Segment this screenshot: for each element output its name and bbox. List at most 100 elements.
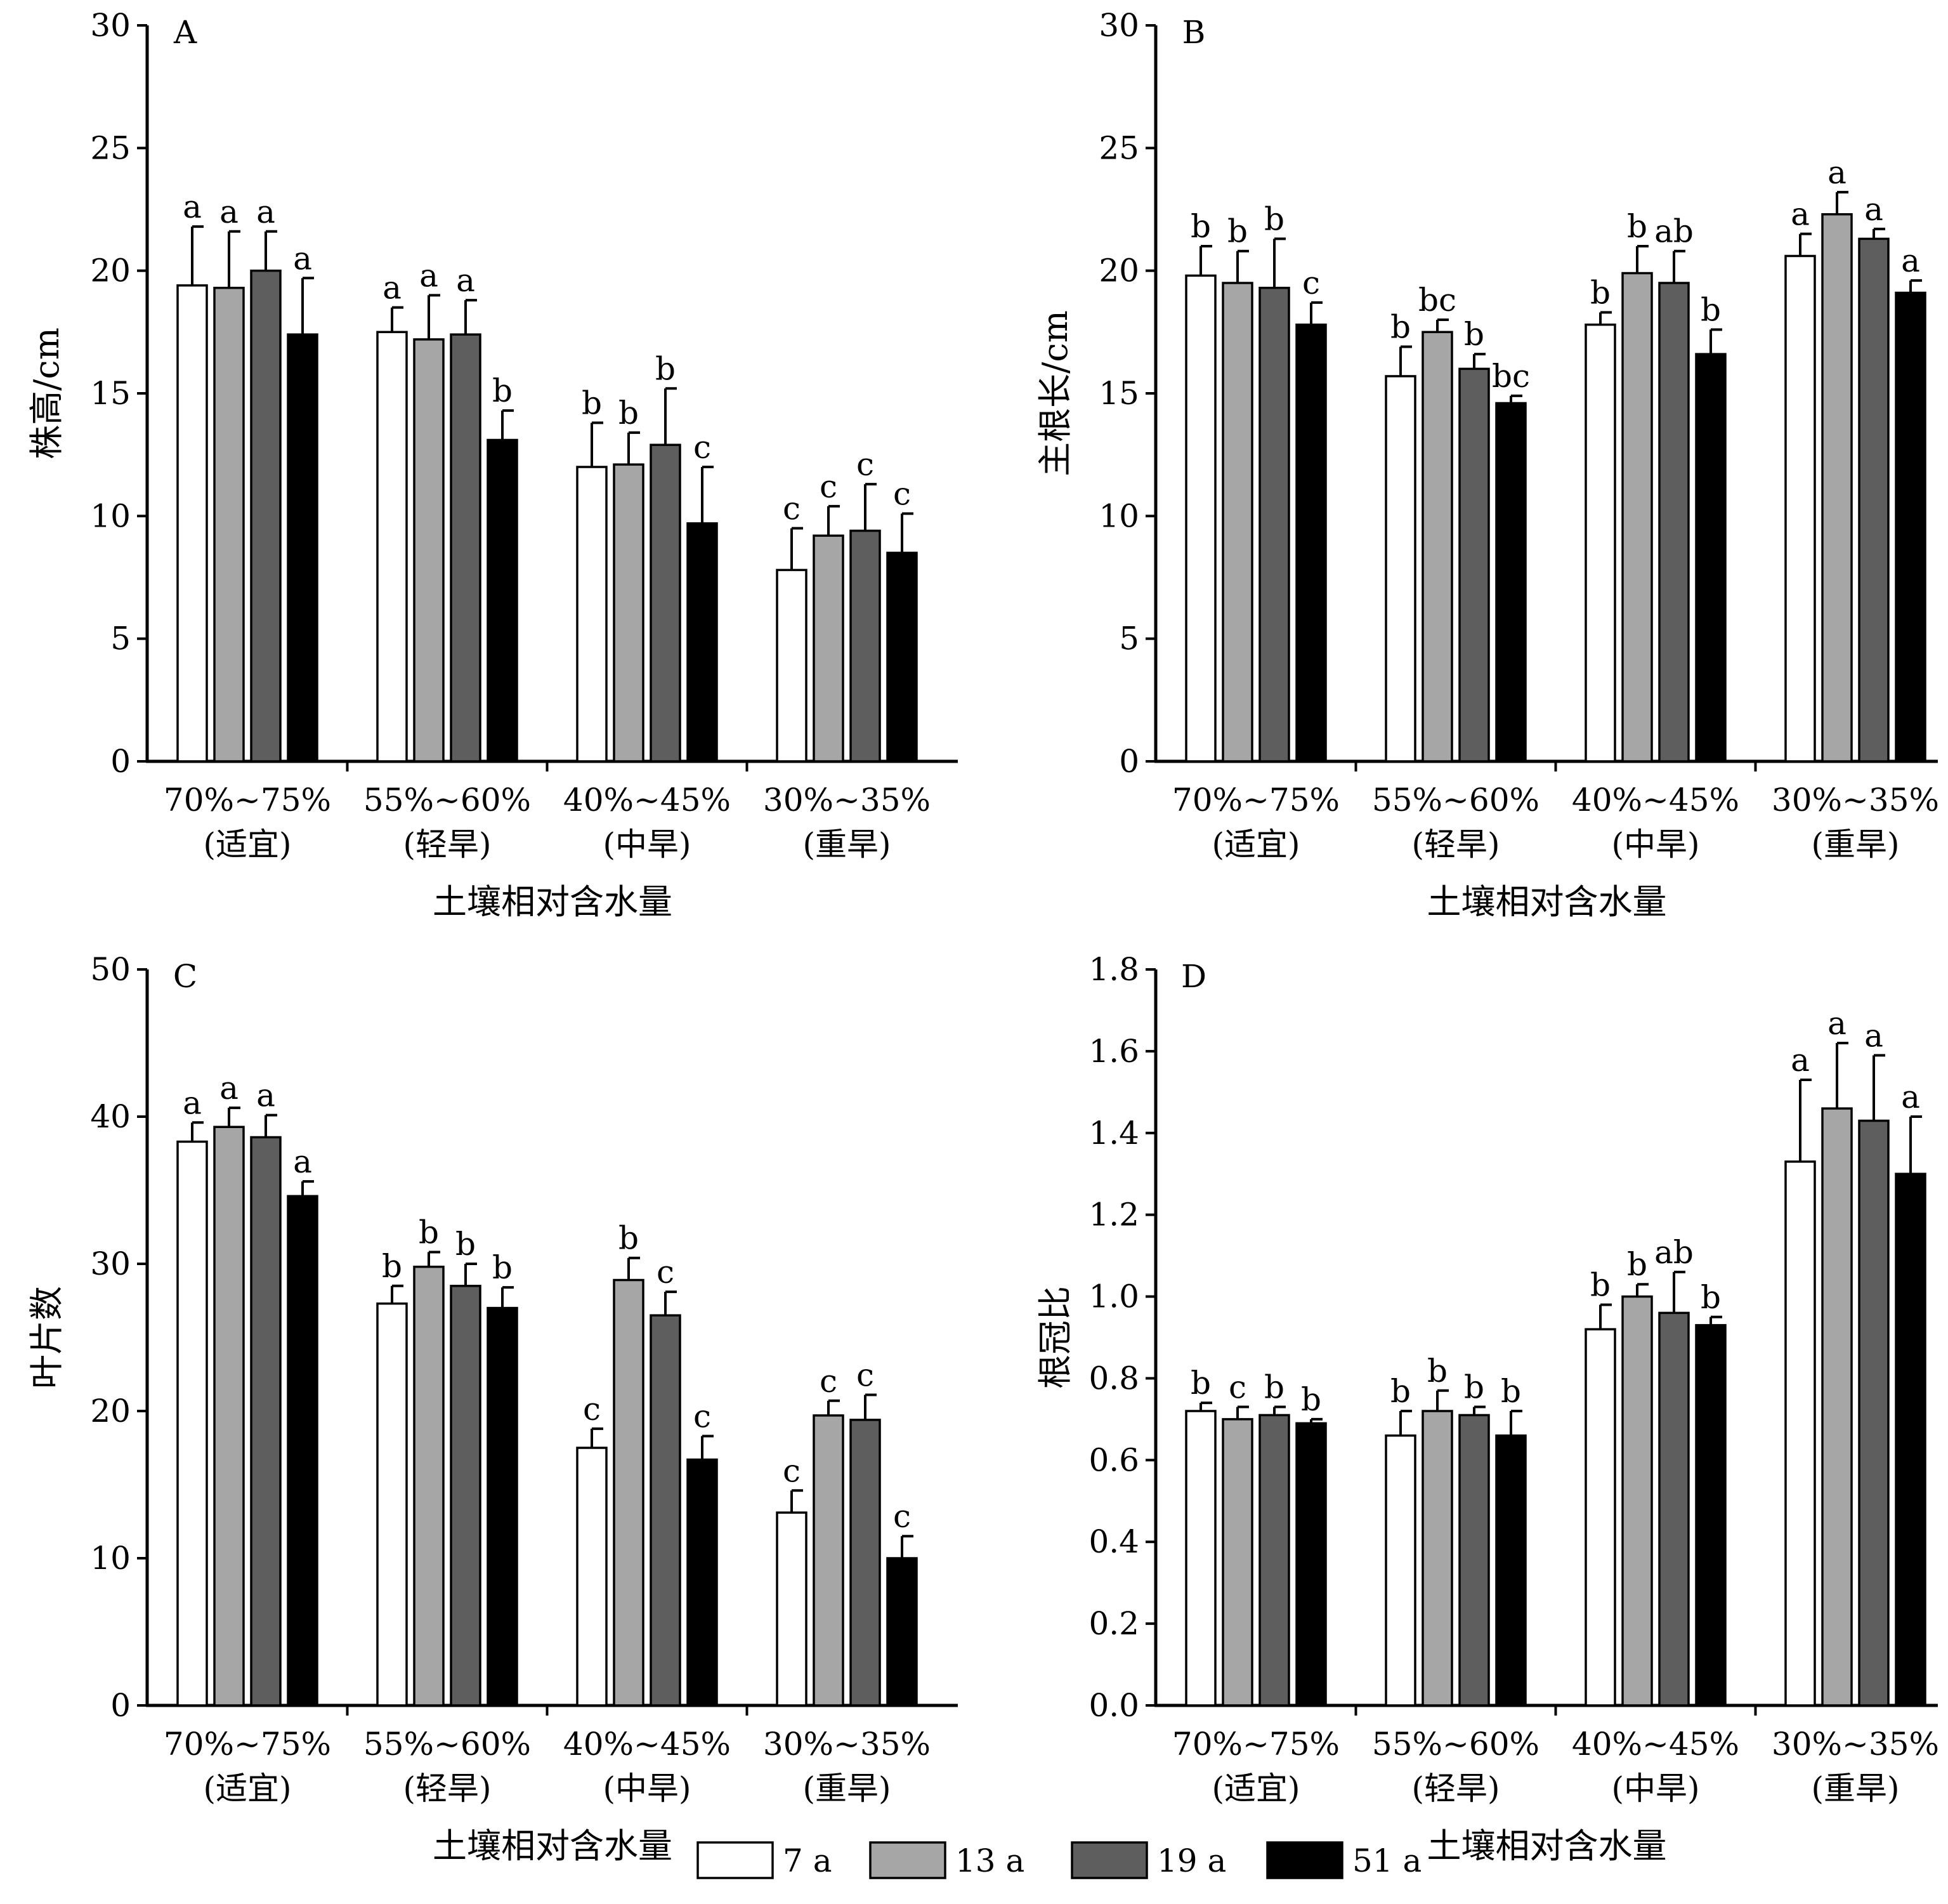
significance-letter: b [655,350,676,387]
significance-letter: c [693,1398,711,1435]
significance-letter: b [582,384,602,421]
significance-letter: b [1627,1246,1647,1283]
significance-letter: a [1901,242,1920,279]
y-tick-label: 30 [90,7,131,44]
x-tick-sublabel: (中旱) [603,826,691,863]
bar [1695,1323,1727,1707]
significance-letter: a [183,188,202,225]
significance-letter: b [1590,1266,1611,1303]
significance-letter: b [419,1214,439,1251]
x-tick-label: 30%~35% [1772,1726,1939,1763]
bar [886,551,918,763]
x-tick-sublabel: (轻旱) [403,826,491,863]
bar [376,331,408,763]
x-tick-label: 55%~60% [363,1726,531,1763]
bar [576,1447,608,1707]
y-tick-label: 1.8 [1088,951,1139,988]
bar [287,333,318,763]
bar [413,338,445,763]
significance-letter: c [856,1356,874,1393]
bar [1185,274,1217,763]
y-tick-label: 15 [1099,375,1139,412]
significance-letter: a [219,1070,239,1106]
significance-letter: b [1501,1373,1521,1410]
x-tick-label: 55%~60% [1372,782,1539,818]
x-tick-label: 30%~35% [1772,782,1939,818]
x-tick-label: 55%~60% [1372,1726,1539,1763]
bar [1295,323,1327,763]
bar [487,438,518,763]
significance-letter: a [1827,154,1847,191]
x-axis-title: 土壤相对含水量 [433,1826,672,1866]
x-tick-sublabel: (中旱) [603,1770,691,1807]
legend: 7 a 13 a 19 a 51 a [696,1841,1422,1879]
significance-letter: b [1227,213,1248,250]
significance-letter: b [1627,208,1647,245]
bar [450,1285,481,1707]
bar [1621,272,1653,763]
y-axis-title: 主根长/cm [1035,310,1075,476]
significance-letter: a [456,262,475,299]
legend-label: 51 a [1352,1842,1422,1879]
x-axis-title: 土壤相对含水量 [1427,1826,1667,1866]
significance-letter: c [820,468,837,505]
significance-letter: b [1464,316,1484,353]
significance-letter: b [492,372,513,409]
bar [1258,1414,1290,1707]
y-tick-label: 0 [110,743,131,780]
bar [250,269,282,763]
x-axis-title: 土壤相对含水量 [433,882,672,922]
y-tick-label: 1.4 [1088,1115,1139,1152]
significance-letter: ab [1654,213,1694,250]
y-tick-label: 40 [90,1098,131,1135]
x-tick-sublabel: (重旱) [1811,1770,1899,1807]
significance-letter: c [1229,1369,1246,1406]
panel-label: A [173,14,197,51]
bar [1658,1311,1690,1707]
bar [1621,1295,1653,1707]
bar [250,1136,282,1707]
significance-letter: c [893,475,911,512]
bar [1185,1410,1217,1707]
x-tick-sublabel: (轻旱) [1411,1770,1500,1807]
x-tick-label: 70%~75% [1172,782,1340,818]
x-tick-sublabel: (适宜) [1212,826,1300,863]
x-tick-sublabel: (轻旱) [1411,826,1500,863]
x-tick-label: 40%~45% [1572,782,1739,818]
legend-label: 13 a [955,1842,1024,1879]
y-tick-label: 1.2 [1088,1197,1139,1233]
bar [776,568,807,763]
y-tick-label: 1.6 [1088,1033,1139,1070]
significance-letter: a [1864,191,1883,228]
y-tick-label: 30 [1099,7,1139,44]
y-tick-label: 20 [90,253,131,289]
x-tick-label: 70%~75% [1172,1726,1340,1763]
significance-letter: b [1701,291,1721,328]
significance-letter: a [219,194,239,230]
y-axis-title: 根冠比 [1035,1286,1075,1389]
x-tick-label: 40%~45% [563,1726,731,1763]
significance-letter: b [1264,200,1285,237]
significance-letter: b [618,395,639,431]
x-tick-sublabel: (重旱) [802,1770,891,1807]
bar [413,1265,445,1707]
significance-letter: b [455,1226,476,1263]
bar [1295,1422,1327,1707]
y-tick-label: 0 [1119,743,1139,780]
bar [487,1306,518,1707]
legend-swatch [869,1841,946,1879]
significance-letter: c [893,1498,911,1535]
significance-letter: a [183,1084,202,1121]
x-tick-label: 30%~35% [763,782,931,818]
bar [1495,402,1527,763]
bar [376,1302,408,1707]
significance-letter: b [1701,1279,1721,1316]
bar [1222,282,1253,763]
bar [686,1458,718,1707]
bar [1458,367,1490,763]
